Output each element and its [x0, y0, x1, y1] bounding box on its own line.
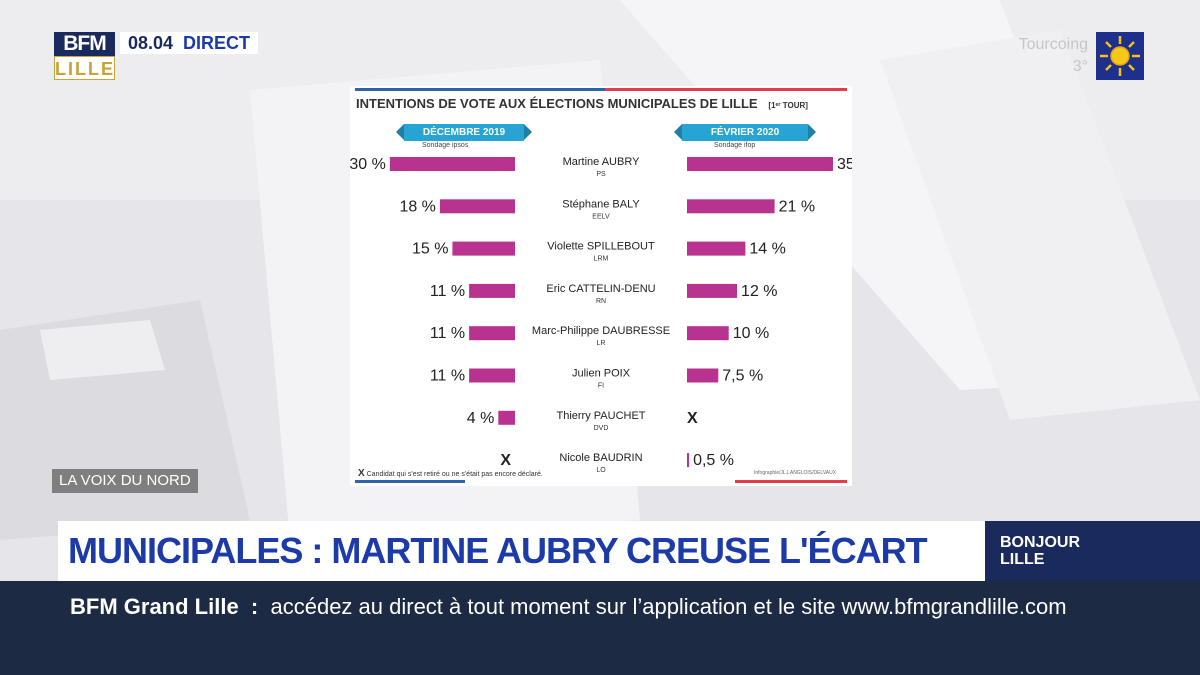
candidate-name: Martine AUBRY	[563, 156, 640, 168]
value-label-december-2019: 15 %	[412, 241, 448, 258]
bar-february-2020	[687, 326, 729, 341]
bar-february-2020	[687, 283, 738, 298]
candidate-name: Violette SPILLEBOUT	[547, 241, 655, 253]
candidate-party: PS	[596, 171, 606, 178]
ticker-brand: BFM Grand Lille	[70, 594, 239, 619]
ticker-text: accédez au direct à tout moment sur l’ap…	[270, 594, 1067, 619]
show-name-line1: BONJOUR	[1000, 534, 1081, 551]
footnote: X Candidat qui s'est retiré ou ne s'étai…	[358, 468, 543, 479]
value-label-february-2020: 7,5 %	[722, 368, 763, 385]
chart-title: INTENTIONS DE VOTE AUX ÉLECTIONS MUNICIP…	[356, 96, 846, 111]
candidate-party: FI	[598, 383, 604, 390]
ribbon-december-2019: DÉCEMBRE 2019	[396, 124, 532, 141]
bar-february-2020	[687, 199, 775, 214]
candidate-party: LO	[596, 467, 606, 474]
footnote-mark: X	[358, 468, 365, 479]
value-label-december-2019: 18 %	[399, 198, 435, 215]
value-label-december-2019: 4 %	[467, 410, 495, 427]
candidate-name: Nicole BAUDRIN	[559, 452, 642, 464]
bar-december-2019	[469, 368, 515, 383]
right-poll-source: Sondage ifop	[714, 142, 756, 149]
value-label-february-2020: 21 %	[779, 198, 815, 215]
bottom-rule-blue	[355, 480, 465, 483]
candidate-name: Marc-Philippe DAUBRESSE	[532, 325, 670, 337]
value-label-february-2020: 12 %	[741, 283, 777, 300]
logo-lille: LILLE	[54, 56, 115, 80]
show-name: BONJOUR LILLE	[985, 521, 1200, 581]
sun-icon	[1096, 32, 1144, 80]
footnote-text: Candidat qui s'est retiré ou ne s'était …	[366, 471, 543, 478]
bar-december-2019	[469, 283, 515, 298]
value-label-february-2020: 14 %	[749, 241, 785, 258]
bar-december-2019	[439, 199, 515, 214]
weather-city: Tourcoing	[1018, 36, 1088, 53]
clock-box: 08.04 DIRECT	[120, 32, 259, 54]
chart-round: [1ᵉʳ TOUR]	[768, 101, 808, 110]
logo-bfm: BFM	[54, 32, 115, 56]
headline-banner: MUNICIPALES : MARTINE AUBRY CREUSE L'ÉCA…	[58, 521, 985, 581]
candidate-name: Thierry PAUCHET	[556, 410, 645, 422]
bottom-rule-red	[735, 480, 847, 483]
value-label-february-2020: 35 %	[837, 156, 852, 173]
value-label-february-2020: 10 %	[733, 325, 769, 342]
infographic-credit: Infographie/JL.LANGLOIS/DELVAUX	[754, 470, 837, 476]
value-label-december-2019: 30 %	[350, 156, 386, 173]
live-label: DIRECT	[183, 32, 251, 53]
value-label-february-2020: X	[687, 410, 698, 427]
candidate-name: Eric CATTELIN-DENU	[546, 283, 655, 295]
candidate-party: RN	[596, 298, 606, 305]
top-rule-red	[605, 88, 847, 91]
candidate-party: DVD	[594, 425, 609, 432]
clock-time: 08.04	[128, 32, 174, 53]
value-label-december-2019: 11 %	[430, 368, 465, 385]
bar-february-2020	[687, 241, 746, 256]
weather-temp: 3°	[1072, 58, 1088, 75]
bar-december-2019	[469, 326, 515, 341]
source-tag: LA VOIX DU NORD	[52, 469, 198, 493]
value-label-february-2020: 0,5 %	[693, 452, 734, 469]
butterfly-bar-chart: Martine AUBRY PS 30 % 35 % Stéphane BALY EELV…	[350, 156, 852, 474]
top-rule-blue	[355, 88, 605, 91]
candidate-name: Stéphane BALY	[562, 198, 640, 210]
bar-february-2020	[687, 368, 719, 383]
bar-december-2019	[389, 157, 515, 171]
candidate-party: LRM	[594, 256, 609, 263]
value-label-december-2019: X	[500, 452, 511, 469]
candidate-name: Julien POIX	[572, 368, 631, 380]
bar-december-2019	[452, 241, 515, 256]
ticker-separator: :	[250, 594, 259, 619]
poll-infographic: INTENTIONS DE VOTE AUX ÉLECTIONS MUNICIP…	[350, 86, 852, 486]
value-label-december-2019: 11 %	[430, 283, 465, 300]
chart-title-text: INTENTIONS DE VOTE AUX ÉLECTIONS MUNICIP…	[356, 96, 758, 111]
bar-february-2020	[687, 157, 833, 171]
news-ticker: BFM Grand Lille : accédez au direct à to…	[0, 581, 1200, 675]
left-poll-source: Sondage ipsos	[422, 142, 469, 149]
channel-logo: BFM LILLE	[54, 32, 115, 80]
show-name-line2: LILLE	[1000, 551, 1045, 568]
ribbon-february-2020: FÉVRIER 2020	[674, 124, 816, 141]
bar-february-2020	[687, 453, 690, 468]
candidate-party: LR	[597, 340, 606, 347]
candidate-party: EELV	[592, 213, 610, 220]
bar-december-2019	[498, 410, 515, 425]
value-label-december-2019: 11 %	[430, 325, 465, 342]
